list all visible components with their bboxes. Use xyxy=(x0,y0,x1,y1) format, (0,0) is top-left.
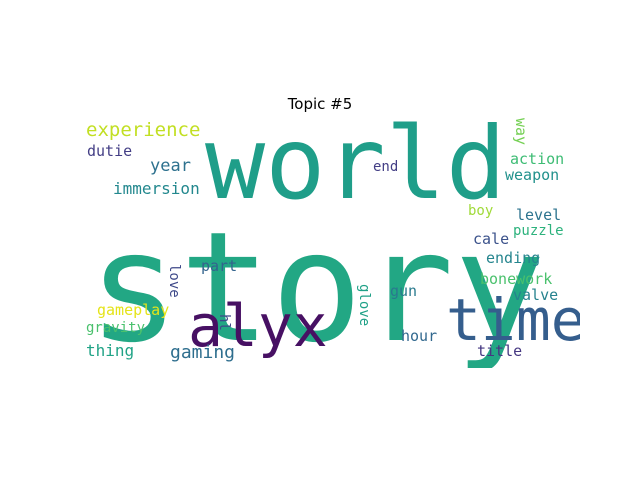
word-puzzle: puzzle xyxy=(513,223,564,239)
word-gameplay: gameplay xyxy=(97,301,169,319)
chart-title: Topic #5 xyxy=(287,95,353,113)
word-action: action xyxy=(510,150,564,168)
word-gun: gun xyxy=(390,282,417,300)
word-gaming: gaming xyxy=(170,342,235,363)
word-part: part xyxy=(201,257,237,275)
word-thing: thing xyxy=(86,341,134,360)
word-end: end xyxy=(373,159,398,175)
word-dutie: dutie xyxy=(87,142,132,160)
word-world: world xyxy=(205,118,506,222)
word-alyx: alyx xyxy=(188,292,328,360)
word-experience: experience xyxy=(86,119,200,141)
word-way: way xyxy=(512,118,530,145)
word-glove: glove xyxy=(356,284,372,326)
word-level: level xyxy=(516,206,561,224)
word-hour: hour xyxy=(401,327,437,345)
word-boy: boy xyxy=(468,203,493,219)
word-immersion: immersion xyxy=(113,179,200,198)
word-cale: cale xyxy=(473,230,509,248)
word-hl: hl xyxy=(216,314,232,331)
word-title: title xyxy=(477,342,522,360)
word-bonework: bonework xyxy=(480,270,552,288)
word-time: time xyxy=(446,286,580,354)
word-love: love xyxy=(166,264,182,298)
word-gravity: gravity xyxy=(86,320,145,336)
word-story: story xyxy=(88,199,546,368)
word-year: year xyxy=(150,156,191,176)
word-ending: ending xyxy=(486,249,540,267)
word-valve: valve xyxy=(513,286,558,304)
word-weapon: weapon xyxy=(505,166,559,184)
